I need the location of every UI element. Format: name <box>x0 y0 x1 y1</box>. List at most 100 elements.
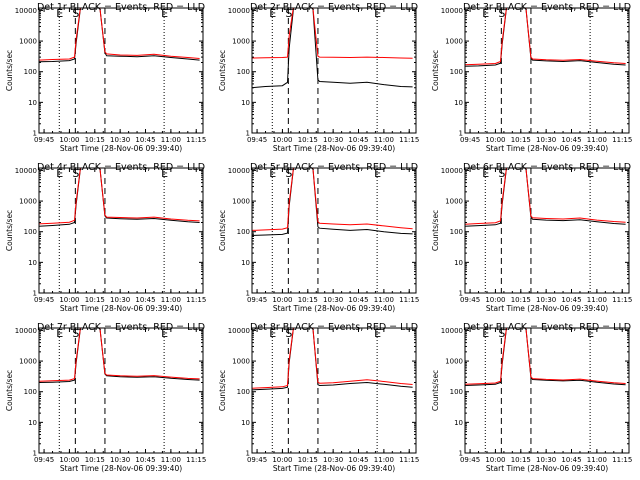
x-tick-label: 09:45 <box>34 296 54 304</box>
x-tick-label: 09:45 <box>460 296 480 304</box>
x-tick-label: 09:45 <box>460 456 480 464</box>
marker-label: E <box>587 327 594 340</box>
y-tick-label: 1 <box>459 450 463 458</box>
x-tick-label: 10:30 <box>323 456 343 464</box>
y-tick-label: 10 <box>454 259 463 267</box>
x-tick-label: 10:30 <box>536 456 556 464</box>
lld-series-line <box>465 168 626 225</box>
y-tick-label: 10000 <box>441 167 463 175</box>
x-tick-label: 10:30 <box>323 296 343 304</box>
y-axis-label: Counts/sec <box>218 50 227 91</box>
y-axis-label: Counts/sec <box>5 50 14 91</box>
x-tick-label: 10:00 <box>485 456 505 464</box>
marker-label: S <box>72 327 79 340</box>
y-tick-label: 1 <box>459 290 463 298</box>
marker-label: E <box>161 7 168 20</box>
plot-frame <box>251 167 417 294</box>
marker-label: S <box>285 327 292 340</box>
x-tick-label: 10:15 <box>85 296 105 304</box>
y-tick-label: 10000 <box>441 327 463 335</box>
y-tick-label: 1000 <box>19 38 37 46</box>
y-tick-label: 100 <box>24 68 37 76</box>
x-axis-label: Start Time (28-Nov-06 09:39:40) <box>60 464 182 473</box>
lld-series-line <box>39 328 200 382</box>
marker-label: S <box>498 327 505 340</box>
x-tick-label: 10:45 <box>348 136 368 144</box>
y-tick-label: 10 <box>28 99 37 107</box>
panel-title: Det 4r BLACK = Events, RED = LLD <box>37 162 205 173</box>
y-tick-label: 1000 <box>232 198 250 206</box>
y-axis-label: Counts/sec <box>431 370 440 411</box>
x-tick-label: 10:45 <box>135 136 155 144</box>
marker-label: S <box>72 167 79 180</box>
x-axis-label: Start Time (28-Nov-06 09:39:40) <box>486 464 608 473</box>
x-tick-label: 10:30 <box>536 136 556 144</box>
x-tick-label: 11:15 <box>612 296 632 304</box>
x-axis-label: Start Time (28-Nov-06 09:39:40) <box>60 304 182 313</box>
plot-frame <box>38 7 204 134</box>
y-axis-label: Counts/sec <box>5 370 14 411</box>
x-tick-label: 11:00 <box>374 296 394 304</box>
marker-label: E <box>374 327 381 340</box>
y-tick-label: 1000 <box>445 38 463 46</box>
y-tick-label: 1 <box>246 290 250 298</box>
y-tick-label: 100 <box>237 228 250 236</box>
x-tick-label: 10:30 <box>110 456 130 464</box>
y-tick-label: 100 <box>24 388 37 396</box>
x-tick-label: 10:45 <box>348 296 368 304</box>
marker-label: E <box>269 167 276 180</box>
y-tick-label: 10 <box>454 99 463 107</box>
x-tick-label: 10:15 <box>511 296 531 304</box>
y-tick-label: 1 <box>459 130 463 138</box>
plot-frame <box>464 7 630 134</box>
lld-series-line <box>39 168 200 225</box>
x-tick-label: 10:30 <box>110 296 130 304</box>
x-tick-label: 10:00 <box>59 456 79 464</box>
marker-label: S <box>72 7 79 20</box>
x-tick-label: 11:15 <box>612 136 632 144</box>
x-tick-label: 09:45 <box>34 456 54 464</box>
x-axis-label: Start Time (28-Nov-06 09:39:40) <box>273 304 395 313</box>
y-tick-label: 10000 <box>228 7 250 15</box>
y-tick-label: 10000 <box>15 7 37 15</box>
x-tick-label: 10:00 <box>59 136 79 144</box>
x-tick-label: 09:45 <box>247 296 267 304</box>
y-tick-label: 10000 <box>441 7 463 15</box>
y-tick-label: 1 <box>33 290 37 298</box>
marker-label: E <box>374 7 381 20</box>
plot-frame <box>38 167 204 294</box>
y-tick-label: 10 <box>454 419 463 427</box>
x-tick-label: 11:00 <box>374 136 394 144</box>
x-tick-label: 11:00 <box>161 296 181 304</box>
x-tick-label: 11:00 <box>587 456 607 464</box>
y-tick-label: 10000 <box>228 327 250 335</box>
x-tick-label: 10:45 <box>135 456 155 464</box>
marker-label: E <box>374 167 381 180</box>
y-tick-label: 10 <box>28 259 37 267</box>
marker-label: S <box>498 167 505 180</box>
x-tick-label: 09:45 <box>247 136 267 144</box>
y-tick-label: 100 <box>450 68 463 76</box>
panel-title: Det 7r BLACK = Events, RED = LLD <box>37 322 205 333</box>
y-tick-label: 10 <box>241 259 250 267</box>
y-tick-label: 100 <box>237 68 250 76</box>
plot-frame <box>464 167 630 294</box>
x-tick-label: 10:00 <box>272 456 292 464</box>
marker-label: E <box>56 167 63 180</box>
y-tick-label: 1 <box>33 450 37 458</box>
marker-label: S <box>285 167 292 180</box>
y-tick-label: 1000 <box>19 198 37 206</box>
marker-label: E <box>269 327 276 340</box>
lld-series-line <box>465 328 626 385</box>
y-tick-label: 1000 <box>445 358 463 366</box>
y-tick-label: 1000 <box>232 358 250 366</box>
panel-title: Det 9r BLACK = Events, RED = LLD <box>463 322 631 333</box>
panel-title: Det 1r BLACK = Events, RED = LLD <box>37 2 205 13</box>
events-series-line <box>252 8 413 89</box>
